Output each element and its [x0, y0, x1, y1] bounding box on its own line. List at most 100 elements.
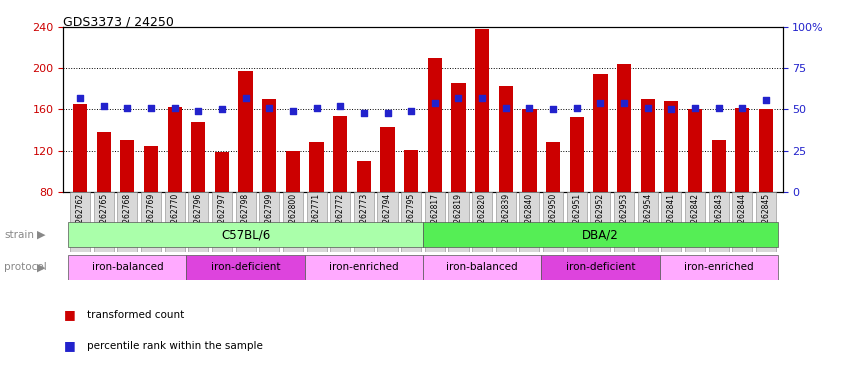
Bar	[591, 192, 611, 252]
Point	[144, 105, 157, 111]
Text: percentile rank within the sample: percentile rank within the sample	[87, 341, 263, 351]
Bar	[759, 109, 773, 192]
Bar	[452, 83, 465, 192]
Bar	[259, 192, 279, 252]
Point	[759, 96, 772, 103]
Bar	[660, 255, 777, 280]
Point	[215, 106, 228, 113]
Text: GSM262800: GSM262800	[288, 193, 298, 239]
Bar	[543, 192, 563, 252]
Text: GSM262950: GSM262950	[548, 193, 558, 240]
Bar	[73, 104, 87, 192]
Bar	[381, 127, 394, 192]
Bar	[377, 192, 398, 252]
Point	[333, 103, 347, 109]
Bar	[330, 192, 350, 252]
Bar	[614, 192, 634, 252]
Text: GSM262954: GSM262954	[643, 193, 652, 240]
Bar	[141, 192, 161, 252]
Text: transformed count: transformed count	[87, 310, 184, 320]
Bar	[756, 192, 776, 252]
Bar	[709, 192, 728, 252]
Bar	[688, 109, 702, 192]
Point	[641, 105, 655, 111]
Point	[475, 95, 489, 101]
Point	[168, 105, 181, 111]
Bar	[475, 29, 489, 192]
Text: GSM262768: GSM262768	[123, 193, 132, 239]
Bar	[215, 152, 229, 192]
Text: GSM262839: GSM262839	[502, 193, 510, 239]
Bar	[711, 141, 726, 192]
Bar	[472, 192, 492, 252]
Bar	[305, 255, 423, 280]
Bar	[423, 255, 541, 280]
Bar	[735, 108, 750, 192]
Text: ■: ■	[63, 339, 75, 352]
Bar	[662, 192, 681, 252]
Text: GDS3373 / 24250: GDS3373 / 24250	[63, 15, 174, 28]
Bar	[569, 117, 584, 192]
Text: ▶: ▶	[37, 230, 46, 240]
Point	[262, 105, 276, 111]
Bar	[425, 192, 445, 252]
Text: GSM262794: GSM262794	[383, 193, 392, 240]
Text: GSM262770: GSM262770	[170, 193, 179, 240]
Point	[547, 106, 560, 113]
Text: iron-deficient: iron-deficient	[566, 262, 635, 272]
Text: GSM262799: GSM262799	[265, 193, 274, 240]
Point	[594, 100, 607, 106]
Bar	[283, 192, 303, 252]
Text: GSM262841: GSM262841	[667, 193, 676, 239]
Bar	[310, 142, 324, 192]
Text: GSM262798: GSM262798	[241, 193, 250, 239]
Bar	[191, 122, 206, 192]
Text: DBA/2: DBA/2	[582, 228, 618, 241]
Text: ▶: ▶	[37, 262, 46, 272]
Text: GSM262769: GSM262769	[146, 193, 156, 240]
Text: GSM262795: GSM262795	[407, 193, 415, 240]
Bar	[96, 132, 111, 192]
Bar	[401, 192, 421, 252]
Bar	[546, 142, 560, 192]
Bar	[685, 192, 705, 252]
Bar	[638, 192, 658, 252]
Bar	[212, 192, 232, 252]
Text: GSM262845: GSM262845	[761, 193, 771, 239]
Point	[570, 105, 584, 111]
Text: GSM262842: GSM262842	[690, 193, 700, 239]
Text: GSM262819: GSM262819	[454, 193, 463, 239]
Text: strain: strain	[4, 230, 34, 240]
Point	[618, 100, 631, 106]
Text: GSM262772: GSM262772	[336, 193, 344, 239]
Bar	[333, 116, 348, 192]
Bar	[498, 86, 513, 192]
Text: GSM262797: GSM262797	[217, 193, 227, 240]
Text: C57BL/6: C57BL/6	[221, 228, 270, 241]
Point	[428, 100, 442, 106]
Bar	[69, 255, 186, 280]
Bar	[188, 192, 208, 252]
Point	[499, 105, 513, 111]
Bar	[186, 255, 305, 280]
Text: GSM262840: GSM262840	[525, 193, 534, 239]
Bar	[70, 192, 90, 252]
Text: GSM262817: GSM262817	[431, 193, 439, 239]
Text: iron-balanced: iron-balanced	[447, 262, 518, 272]
Text: GSM262762: GSM262762	[75, 193, 85, 239]
Text: GSM262953: GSM262953	[619, 193, 629, 240]
Point	[74, 95, 87, 101]
Bar	[733, 192, 752, 252]
Text: GSM262952: GSM262952	[596, 193, 605, 239]
Bar	[165, 192, 184, 252]
Point	[381, 110, 394, 116]
Text: protocol: protocol	[4, 262, 47, 272]
Text: GSM262951: GSM262951	[572, 193, 581, 239]
Bar	[239, 71, 253, 192]
Bar	[306, 192, 327, 252]
Bar	[640, 99, 655, 192]
Bar	[593, 74, 607, 192]
Bar	[404, 150, 418, 192]
Bar	[235, 192, 255, 252]
Text: GSM262796: GSM262796	[194, 193, 203, 240]
